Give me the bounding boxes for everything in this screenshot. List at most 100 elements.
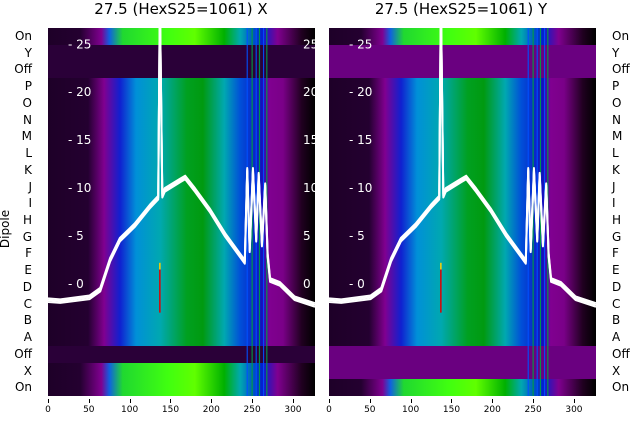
heatmap-row-on <box>329 379 596 396</box>
heatmap-row-d <box>48 278 315 297</box>
overlay-svg: - 0 0 - 5 5 - 10 10 - 15 15 - 20 20 - 25 25 <box>48 28 315 396</box>
row-label: A <box>23 330 32 345</box>
x-tick-label: 50 <box>364 405 376 415</box>
row-label: C <box>612 296 621 311</box>
row-label: Y <box>24 45 32 60</box>
overlay-right-tick-label: 15 <box>303 133 315 147</box>
overlay-y-tick-label: - 5 <box>68 229 84 243</box>
overlay-y-tick-label: - 0 <box>68 277 84 291</box>
heatmap-row-off <box>329 345 596 364</box>
row-label: X <box>612 363 621 378</box>
x-tick <box>329 399 330 403</box>
heatmap-row-m <box>48 128 315 146</box>
heatmap-row-on <box>48 379 315 396</box>
x-tick-label: 250 <box>524 405 542 415</box>
x-tick <box>573 399 575 403</box>
row-label: On <box>612 380 630 395</box>
x-tick-label: 100 <box>402 405 420 415</box>
heatmap-row-l <box>329 145 596 163</box>
row-label: I <box>28 196 32 211</box>
row-label: L <box>25 146 32 161</box>
heatmap-row-off <box>48 61 315 79</box>
overlay-y-tick-label: - 15 <box>349 133 372 147</box>
row-label: Off <box>14 346 32 361</box>
row-label: O <box>22 95 32 110</box>
x-tick-label: 50 <box>83 405 95 415</box>
heatmap-row-n <box>48 111 315 129</box>
row-label: Off <box>612 346 630 361</box>
row-label: H <box>22 213 32 227</box>
x-tick-label: 300 <box>565 405 583 415</box>
heatmap-row-d <box>329 278 596 297</box>
overlay-y-tick-label: - 10 <box>349 181 372 195</box>
x-tick-label: 100 <box>121 405 139 415</box>
left-heatmap: - 0 0 - 5 5 - 10 10 - 15 15 - 20 20 - 25 25 <box>48 28 315 396</box>
row-label: B <box>612 313 621 328</box>
heatmap-row-o <box>48 94 315 113</box>
heatmap-row-a <box>48 329 315 347</box>
overlay-svg: - 0 - 5 - 10 - 15 - 20 - 25 <box>329 28 596 396</box>
x-tick-label: 150 <box>161 405 180 415</box>
heatmap-row-a <box>329 329 596 347</box>
x-tick-label: 200 <box>483 405 501 415</box>
x-tick-label: 200 <box>202 405 220 415</box>
heatmap-row-b <box>48 312 315 330</box>
x-tick <box>292 399 294 403</box>
heatmap-row-o <box>329 94 596 113</box>
row-label: E <box>24 263 32 278</box>
x-tick <box>129 399 131 403</box>
row-label: K <box>24 162 32 177</box>
overlay-right-tick-label: 10 <box>303 181 315 195</box>
row-label: X <box>23 363 32 378</box>
heatmap-row-off <box>48 345 315 364</box>
row-label: Off <box>612 62 630 77</box>
row-label: G <box>612 229 622 244</box>
overlay-right-tick-label: 25 <box>303 37 315 51</box>
x-tick-label: 250 <box>243 405 261 415</box>
row-label: J <box>612 179 616 194</box>
x-tick <box>369 399 371 403</box>
x-tick <box>170 399 172 403</box>
row-label: Off <box>14 62 32 77</box>
overlay-right-tick-label: 5 <box>303 229 311 243</box>
heatmap-row-on <box>48 28 315 46</box>
overlay-line <box>48 28 315 306</box>
overlay-right-tick-label: 20 <box>303 85 315 99</box>
right-heatmap: - 0 - 5 - 10 - 15 - 20 - 25 <box>329 28 596 396</box>
heatmap-row-n <box>329 111 596 129</box>
x-tick <box>88 399 90 403</box>
x-tick-label: 0 <box>326 405 332 415</box>
overlay-line <box>48 28 315 308</box>
overlay-y-tick-label: - 0 <box>349 277 365 291</box>
row-label: J <box>28 179 32 194</box>
row-label: A <box>612 330 621 345</box>
heatmap-row-p <box>48 78 315 96</box>
overlay-line <box>329 28 596 306</box>
heatmap-row-c <box>329 295 596 313</box>
heatmap-row-m <box>329 128 596 146</box>
overlay-right-tick-label: 0 <box>303 277 311 291</box>
overlay-y-tick-label: - 25 <box>349 37 372 51</box>
row-label: On <box>14 29 32 43</box>
heatmap-row-b <box>329 312 596 330</box>
row-label: N <box>612 112 621 127</box>
row-label: O <box>612 95 622 110</box>
x-tick-label: 0 <box>45 405 51 415</box>
row-label: L <box>612 146 619 161</box>
row-label: P <box>24 79 32 94</box>
heatmap-row-y <box>329 44 596 62</box>
row-label: F <box>25 246 32 261</box>
x-tick <box>211 399 213 403</box>
row-label: N <box>23 112 32 127</box>
row-label: On <box>612 29 630 43</box>
row-label: D <box>22 279 32 294</box>
row-label: On <box>14 380 32 395</box>
heatmap-row-e <box>48 262 315 280</box>
x-tick <box>252 399 254 403</box>
heatmap-row-x <box>329 362 596 380</box>
heatmap-row-on <box>329 28 596 46</box>
overlay-y-tick-label: - 15 <box>68 133 91 147</box>
overlay-line <box>329 28 596 305</box>
overlay-y-tick-label: - 25 <box>68 37 91 51</box>
x-tick <box>533 399 535 403</box>
